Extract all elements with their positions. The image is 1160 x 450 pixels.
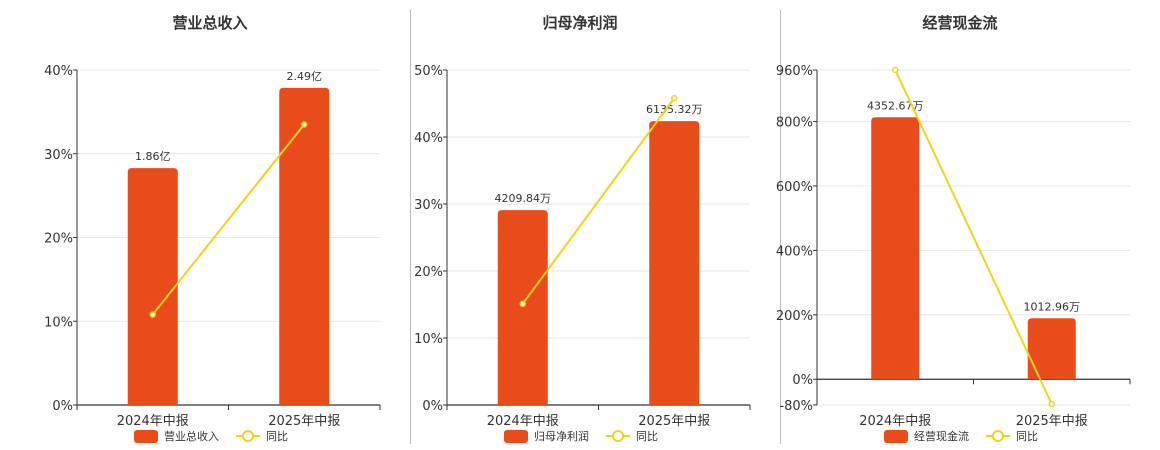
y-tick-label: 600% [776,180,813,195]
legend-line-label: 同比 [636,430,658,443]
x-tick-label: 2025年中报 [268,414,340,429]
x-tick-label: 2024年中报 [859,414,931,429]
bar [497,210,548,405]
y-tick-label: 50% [414,64,443,79]
y-tick-label: 400% [776,244,813,259]
bar [871,117,920,380]
chart-title: 经营现金流 [922,14,997,32]
legend-bar-label: 归母净利润 [534,429,589,443]
yoy-line [521,97,676,305]
x-tick-label: 2024年中报 [487,414,559,429]
x-tick-label: 2025年中报 [1016,414,1088,429]
yoy-line [151,123,306,316]
bar [1027,318,1076,380]
legend-line-marker [612,430,624,442]
legend-bar-swatch [134,430,158,443]
bar-data-label: 2.49亿 [287,70,323,83]
bar-data-label: 1012.96万 [1024,300,1081,313]
y-tick-label: 10% [44,315,73,330]
y-tick-label: 40% [44,64,73,79]
chart-title: 营业总收入 [172,14,247,32]
bar-data-label: 4352.67万 [867,99,924,112]
panel-divider [780,10,781,444]
legend-line-marker [242,430,254,442]
y-tick-label: 800% [776,116,813,131]
bar-data-label: 1.86亿 [135,150,171,163]
legend-bar-label: 营业总收入 [164,429,219,443]
yoy-point [301,121,308,128]
bar [649,121,700,405]
chart-title: 归母净利润 [542,14,617,32]
bar [127,168,178,405]
y-tick-label: 30% [44,148,73,163]
yoy-point [1048,400,1055,408]
bar [279,87,330,405]
yoy-point [671,94,678,102]
y-tick-label: 0% [792,373,813,388]
legend-bar-label: 经营现金流 [914,429,969,443]
y-tick-label: 960% [776,64,813,79]
yoy-point [519,300,526,308]
y-tick-label: 20% [414,265,443,280]
y-tick-label: 20% [44,232,73,247]
x-tick-label: 2024年中报 [117,414,189,429]
y-tick-label: 0% [422,399,443,414]
yoy-point [149,311,156,318]
y-tick-label: 40% [414,131,443,146]
bar-data-label: 6135.32万 [646,103,703,116]
y-tick-label: 200% [776,309,813,324]
legend-line-marker [992,430,1004,442]
y-tick-label: 30% [414,198,443,213]
x-tick-label: 2025年中报 [638,414,710,429]
bar-data-label: 4209.84万 [495,192,552,205]
legend-line-label: 同比 [266,430,288,443]
y-tick-label: -80% [779,399,813,414]
legend-bar-swatch [504,430,528,443]
legend-line-label: 同比 [1016,430,1038,443]
panel-divider [410,10,411,444]
y-tick-label: 0% [52,399,73,414]
y-tick-label: 10% [414,332,443,347]
legend-bar-swatch [884,430,908,443]
yoy-point [892,66,899,74]
yoy-line [894,69,1053,405]
